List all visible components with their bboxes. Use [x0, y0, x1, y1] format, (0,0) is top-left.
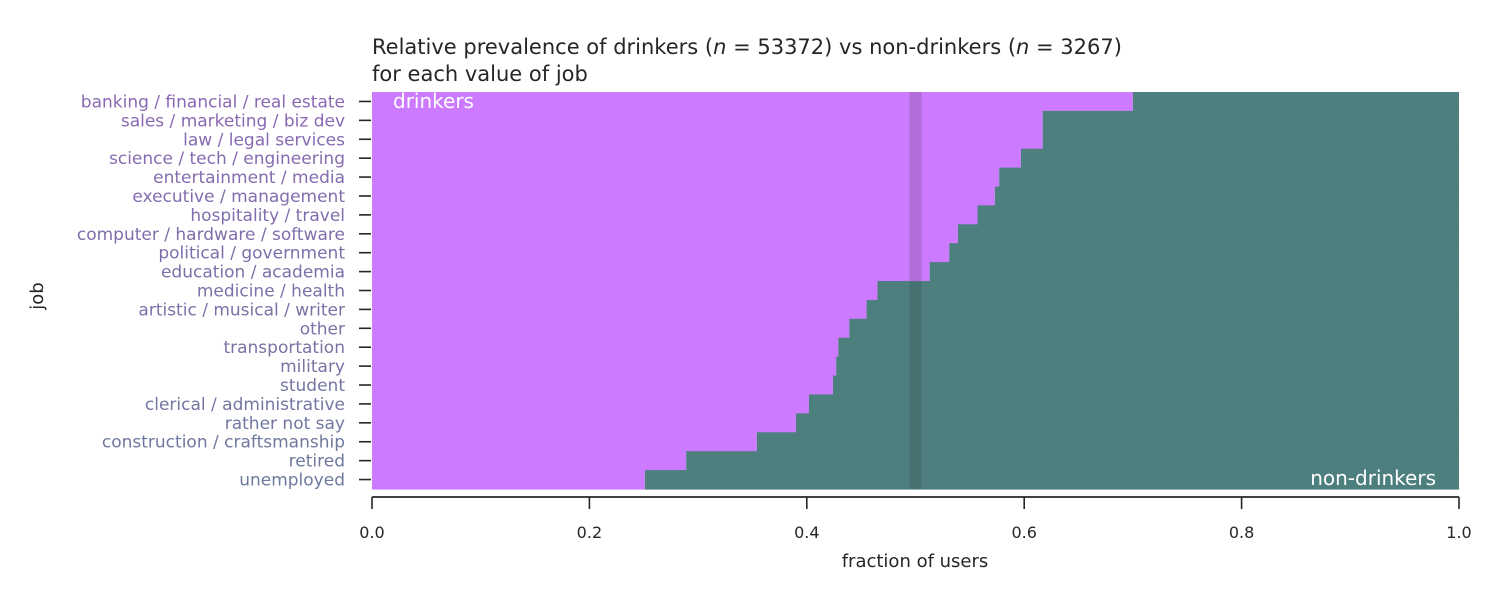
drinkers-bar — [372, 394, 809, 414]
non-drinkers-bar — [866, 299, 1459, 320]
non-drinkers-bar — [1042, 129, 1459, 150]
non-drinkers-bar — [1132, 92, 1459, 112]
drinkers-bar — [372, 413, 796, 433]
non-drinkers-bar — [999, 167, 1459, 188]
chart-title-line2: for each value of job — [372, 62, 588, 86]
y-tick-label: artistic / musical / writer — [138, 300, 345, 320]
y-tick-label: rather not say — [225, 414, 345, 434]
drinkers-bar — [372, 281, 878, 301]
y-tick-label: retired — [289, 452, 345, 472]
non-drinkers-bar — [1020, 148, 1459, 169]
drinkers-bar — [372, 205, 978, 225]
y-tick-label: sales / marketing / biz dev — [121, 111, 345, 131]
non-drinkers-bar — [949, 243, 1459, 263]
x-tick-label: 0.0 — [359, 523, 384, 542]
chart-title-line1: Relative prevalence of drinkers (n = 533… — [372, 35, 1122, 59]
drinkers-bar — [372, 451, 687, 471]
x-tick-label: 0.6 — [1011, 523, 1036, 542]
title-mid: ) vs non-drinkers ( — [824, 35, 1016, 59]
non-drinkers-bar — [977, 205, 1459, 225]
title-n1: = 53372 — [726, 35, 824, 59]
x-axis-label: fraction of users — [842, 551, 989, 572]
drinkers-bar — [372, 299, 867, 320]
x-axis: 0.0 0.2 0.4 0.6 0.8 1.0 — [359, 496, 1472, 542]
non-drinkers-bar — [644, 470, 1459, 490]
y-tick-label: transportation — [223, 338, 345, 358]
title-n-symbol-2: n — [1016, 35, 1029, 59]
y-tick-label: hospitality / travel — [190, 206, 345, 226]
non-drinkers-bar — [849, 318, 1459, 339]
y-tick-label: law / legal services — [183, 130, 345, 150]
drinkers-bar — [372, 375, 833, 396]
drinkers-series-label: drinkers — [393, 89, 474, 113]
x-tick-label: 0.4 — [794, 523, 819, 542]
non-drinkers-bar — [838, 337, 1459, 358]
drinkers-bar — [372, 129, 1043, 150]
y-tick-label: unemployed — [239, 471, 345, 491]
y-tick-label: computer / hardware / software — [77, 225, 345, 245]
y-tick-label: entertainment / media — [153, 168, 345, 188]
drinkers-bar — [372, 318, 850, 339]
y-tick-label: science / tech / engineering — [109, 149, 345, 169]
x-tick-label: 0.8 — [1229, 523, 1254, 542]
x-tick-label: 1.0 — [1446, 523, 1471, 542]
drinkers-bar — [372, 356, 837, 377]
non-drinkers-bar — [832, 375, 1459, 396]
title-prefix: Relative prevalence of drinkers ( — [372, 35, 713, 59]
non-drinkers-bar — [795, 413, 1459, 433]
drinkers-bar — [372, 167, 1000, 188]
non-drinkers-bar — [756, 432, 1459, 452]
y-tick-label: student — [280, 376, 345, 396]
non-drinkers-bar — [808, 394, 1459, 414]
reference-line — [909, 92, 922, 489]
non-drinkers-series-label: non-drinkers — [1310, 466, 1436, 490]
non-drinkers-bar — [957, 224, 1459, 244]
non-drinkers-bar — [686, 451, 1459, 471]
y-tick-label: executive / management — [132, 187, 345, 207]
drinkers-bar — [372, 110, 1043, 131]
y-tick-label: political / government — [158, 244, 345, 264]
title-n-symbol-1: n — [713, 35, 726, 59]
drinkers-bar — [372, 337, 839, 358]
non-drinkers-bar — [836, 356, 1459, 377]
drinkers-bar — [372, 186, 995, 207]
y-tick-label: banking / financial / real estate — [81, 92, 345, 112]
y-tick-label: other — [300, 319, 345, 339]
y-axis-label: job — [27, 282, 48, 310]
non-drinkers-bar — [994, 186, 1459, 207]
drinkers-bar — [372, 92, 1133, 112]
overlay-layer — [909, 92, 922, 489]
y-tick-label: construction / craftsmanship — [102, 433, 345, 453]
non-drinkers-bar — [929, 262, 1459, 282]
title-suffix: ) — [1114, 35, 1122, 59]
chart-title: Relative prevalence of drinkers (n = 533… — [372, 35, 1122, 86]
bars-layer — [372, 92, 1459, 490]
drinkers-bar — [372, 243, 950, 263]
title-n2: = 3267 — [1029, 35, 1113, 59]
drinkers-bar — [372, 224, 958, 244]
y-tick-label: education / academia — [161, 263, 345, 283]
drinkers-bar — [372, 148, 1021, 169]
drinkers-bar — [372, 262, 930, 282]
y-tick-label: clerical / administrative — [145, 395, 345, 415]
y-tick-label: military — [280, 357, 345, 377]
drinkers-bar — [372, 432, 757, 452]
non-drinkers-bar — [1042, 110, 1459, 131]
y-tick-label: medicine / health — [197, 282, 345, 302]
drinkers-bar — [372, 470, 645, 490]
x-tick-label: 0.2 — [577, 523, 602, 542]
non-drinkers-bar — [877, 281, 1459, 301]
